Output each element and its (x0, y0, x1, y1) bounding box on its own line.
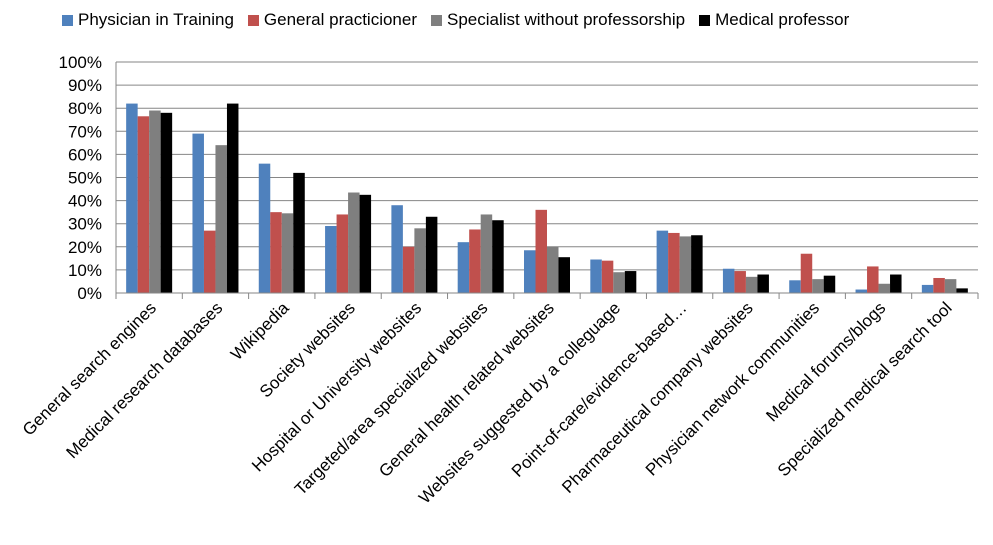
bar (457, 242, 470, 293)
legend-item-medical-professor: Medical professor (699, 10, 849, 30)
y-tick-label: 80% (68, 99, 102, 118)
legend-item-specialist: Specialist without professorship (431, 10, 685, 30)
y-tick-label: 50% (68, 169, 102, 188)
bar (258, 163, 271, 293)
bar (691, 235, 703, 293)
bar (425, 216, 438, 293)
legend-swatch (62, 14, 73, 26)
bar (890, 274, 902, 293)
bar (215, 145, 227, 293)
legend-label: Medical professor (715, 10, 850, 29)
bar (823, 275, 836, 293)
bar (722, 268, 735, 293)
legend-item-general-practicioner: General practicioner (247, 10, 417, 30)
bar (933, 277, 945, 293)
bar (126, 103, 138, 293)
legend-swatch (699, 14, 711, 26)
x-tick-label: General search engines (19, 298, 160, 439)
bar (878, 283, 891, 293)
y-tick-label: 30% (68, 215, 102, 234)
bar (524, 250, 536, 293)
bar (402, 246, 415, 293)
legend-label: General practicioner (263, 10, 417, 29)
bar (956, 288, 968, 293)
bar (613, 272, 625, 293)
bar (160, 112, 173, 293)
bar (281, 213, 294, 293)
bar (867, 266, 879, 293)
y-tick-label: 100% (59, 53, 102, 72)
bar (226, 103, 239, 293)
legend-swatch (247, 14, 259, 26)
bar (590, 259, 602, 293)
legend-item-physician-in-training: Physician in Training (62, 10, 234, 30)
bar (812, 279, 824, 293)
y-tick-label: 20% (68, 238, 102, 257)
legend-label: Specialist without professorship (447, 10, 686, 29)
bar (270, 212, 282, 293)
bar (789, 280, 801, 293)
bar (547, 246, 559, 293)
bar (624, 271, 637, 293)
bar (757, 274, 769, 293)
bar (535, 209, 547, 293)
bar (944, 279, 957, 293)
y-tick-label: 60% (68, 145, 102, 164)
x-tick-label: Wikipedia (227, 298, 293, 364)
bar (359, 194, 372, 293)
bar (921, 284, 934, 293)
legend-label: Physician in Training (78, 10, 234, 29)
bar (149, 110, 161, 293)
bar (293, 172, 305, 293)
bar (855, 289, 868, 293)
bar (679, 236, 692, 293)
bar (656, 230, 669, 293)
y-tick-label: 0% (77, 284, 102, 303)
bar (203, 230, 216, 293)
y-tick-label: 10% (68, 261, 102, 280)
bar (480, 214, 493, 293)
bar (391, 205, 403, 293)
y-tick-label: 70% (68, 122, 102, 141)
bar (745, 276, 758, 293)
y-tick-label: 90% (68, 76, 102, 95)
bar (192, 133, 204, 293)
bar (668, 232, 680, 293)
bar (469, 229, 481, 293)
bar (492, 220, 504, 293)
bar (800, 253, 813, 293)
bar (336, 214, 349, 293)
bar (348, 192, 360, 293)
x-tick-label: Medical forums/blogs (762, 298, 889, 425)
bar (414, 228, 426, 293)
legend-swatch (431, 14, 442, 26)
bar (734, 271, 746, 293)
y-tick-label: 40% (68, 192, 102, 211)
bar (325, 226, 337, 293)
bar (137, 116, 150, 293)
bar (558, 257, 570, 293)
chart-legend: Physician in Training General practicion… (62, 10, 849, 30)
bar (601, 260, 614, 293)
